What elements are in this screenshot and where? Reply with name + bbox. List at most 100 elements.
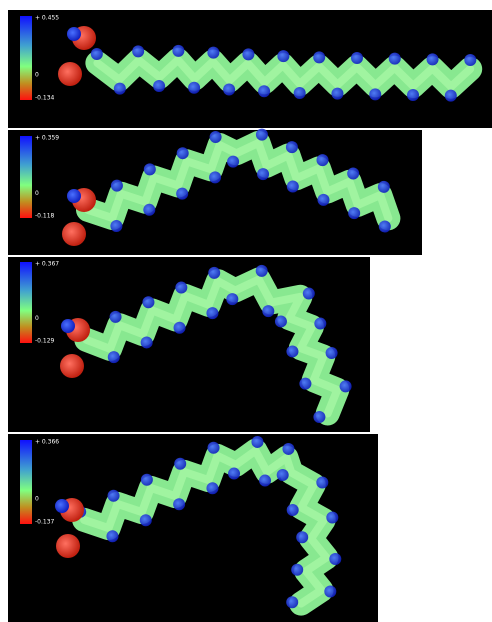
hydrogen-bump [287, 504, 299, 516]
hydrogen-bump [206, 307, 218, 319]
scale-min: -0.134 [35, 95, 55, 102]
hydrogen-bump [317, 194, 329, 206]
hydrogen-bump [257, 168, 269, 180]
hydrogen-bump [206, 482, 218, 494]
hydrogen-bump [348, 207, 360, 219]
hydrogen-bump [226, 293, 238, 305]
scale-zero: 0 [35, 495, 39, 502]
hydrogen-bump [251, 436, 263, 448]
hydrogen-bump [132, 45, 144, 57]
hydrogen-bump [258, 85, 270, 97]
hydrogen-bump [153, 80, 165, 92]
hydrogen-bump [286, 141, 298, 153]
hydrogen-bump [140, 514, 152, 526]
hydrogen-bump [144, 163, 156, 175]
hydrogen-bump [111, 180, 123, 192]
hydrogen-bump [316, 477, 328, 489]
scale-min: -0.118 [35, 213, 55, 220]
hydrogen-bump [223, 83, 235, 95]
hydrogen-bump [287, 181, 299, 193]
hydrogen-bump [208, 267, 220, 279]
hydrogen-bump [175, 282, 187, 294]
hydrogen-bump [210, 131, 222, 143]
hydrogen-bump [347, 167, 359, 179]
hydrogen-bump [173, 498, 185, 510]
hydrogen-bump [262, 305, 274, 317]
hydrogen-bump [177, 147, 189, 159]
scale-max: + 0.366 [35, 439, 59, 446]
scale-zero: 0 [35, 71, 39, 78]
hydrogen-bump [351, 52, 363, 64]
hydrogen-bump [172, 45, 184, 57]
color-bar [20, 262, 32, 343]
hydrogen-bump [326, 512, 338, 524]
hydrogen-bump [174, 322, 186, 334]
hydrogen-bump [299, 378, 311, 390]
hydrogen-bump [208, 442, 220, 454]
hydrogen-bump [228, 468, 240, 480]
hydrogen-bump [369, 88, 381, 100]
color-bar [20, 136, 32, 218]
color-bar [20, 440, 32, 524]
hydrogen-bump [340, 380, 352, 392]
scale-zero: 0 [35, 315, 39, 322]
hydrogen-bump [378, 181, 390, 193]
hydrogen-bump [282, 443, 294, 455]
hydrogen-bump [314, 318, 326, 330]
color-bar [20, 16, 32, 100]
carboxyl-oxygen [60, 354, 84, 378]
panel: + 0.359 0 -0.118 [8, 129, 422, 255]
hydrogen-bump [407, 89, 419, 101]
hydrogen-bump [294, 87, 306, 99]
hydrogen-bump [143, 204, 155, 216]
hydrogen-bump [326, 347, 338, 359]
hydrogen-bump [286, 345, 298, 357]
hydrogen-bump [275, 315, 287, 327]
hydrogen-bump [291, 564, 303, 576]
panel: + 0.366 0 -0.137 [8, 434, 378, 622]
hydrogen-bump [286, 596, 298, 608]
hydrogen-bump [256, 129, 268, 141]
hydrogen-bump [176, 188, 188, 200]
panel: + 0.3670-0.129 [8, 257, 370, 432]
hydrogen-bump [209, 171, 221, 183]
hydrogen-bump [324, 585, 336, 597]
hydrogen-bump [110, 311, 122, 323]
hydrogen-bump [108, 351, 120, 363]
hydrogen-bump [106, 530, 118, 542]
hydrogen-bump [317, 154, 329, 166]
hydrogen-bump [303, 288, 315, 300]
hydrogen-bump [329, 553, 341, 565]
hydrogen-bump [313, 411, 325, 423]
figure: + 0.4550-0.134+ 0.3590-0.118+ 0.3670-0.1… [0, 0, 492, 622]
hydrogen-bump [259, 475, 271, 487]
hydrogen-bump [108, 490, 120, 502]
scale-zero: 0 [35, 190, 39, 197]
hydrogen-bump [256, 265, 268, 277]
scale-min: -0.129 [35, 338, 55, 345]
hydrogen-bump [227, 156, 239, 168]
hydrogen-bump [464, 54, 476, 66]
carboxyl-oxygen [56, 534, 80, 558]
carboxyl-oxygen [58, 62, 82, 86]
scale-max: + 0.455 [35, 15, 59, 22]
hydrogen-bump [331, 88, 343, 100]
hydrogen-bump [142, 296, 154, 308]
scale-min: -0.137 [35, 519, 55, 526]
hydrogen-bump [296, 531, 308, 543]
hydrogen-bump [277, 469, 289, 481]
hydrogen-bump [141, 336, 153, 348]
hydrogen-bump [379, 221, 391, 233]
scale-max: + 0.359 [35, 135, 59, 142]
acid-hydrogen [67, 189, 81, 203]
hydrogen-bump [141, 474, 153, 486]
hydrogen-bump [427, 53, 439, 65]
carboxyl-oxygen [62, 222, 86, 246]
panel: + 0.455 0 -0.134 [8, 10, 492, 128]
hydrogen-bump [242, 48, 254, 60]
hydrogen-bump [174, 458, 186, 470]
hydrogen-bump [445, 90, 457, 102]
acid-hydrogen [55, 499, 69, 513]
acid-hydrogen [61, 319, 75, 333]
hydrogen-bump [389, 53, 401, 65]
